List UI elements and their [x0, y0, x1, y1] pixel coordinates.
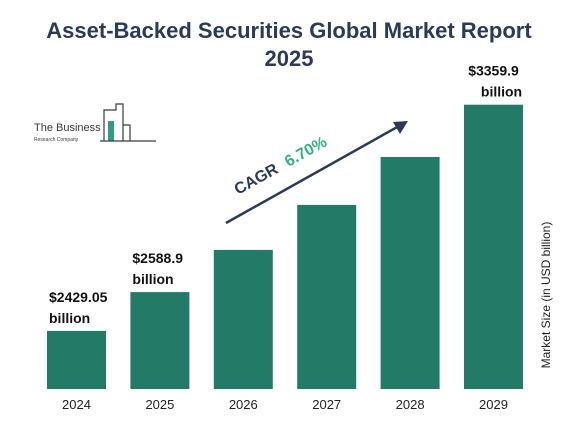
data-label-value: $2588.9	[132, 250, 183, 266]
data-label-unit: billion	[49, 310, 90, 326]
bar-2027	[297, 204, 357, 389]
bars-layer	[47, 104, 523, 389]
data-label-unit: billion	[481, 84, 522, 100]
x-axis-labels: 2024 2025 2026 2027 2028 2029	[62, 397, 508, 412]
data-label-2024: $2429.05 billion	[49, 289, 108, 326]
bar-2025	[130, 292, 190, 389]
bar-2026	[213, 249, 273, 389]
data-label-2025: $2588.9 billion	[132, 250, 183, 287]
bar-2024	[47, 330, 106, 389]
chart-title-line-1: Asset-Backed Securities Global Market Re…	[46, 18, 532, 43]
x-tick-label-2024: 2024	[62, 397, 91, 412]
data-labels-layer: $2429.05 billion $2588.9 billion $3359.9 bill…	[49, 63, 522, 326]
logo-text-line-2: Research Company	[34, 137, 79, 143]
x-tick-label-2026: 2026	[229, 397, 258, 412]
x-tick-label-2025: 2025	[145, 397, 174, 412]
y-axis-label: Market Size (in USD billion)	[539, 222, 553, 369]
cagr-arrow-line	[225, 124, 400, 225]
x-tick-label-2027: 2027	[312, 397, 341, 412]
cagr-value: 6.70%	[282, 134, 330, 171]
x-tick-label-2028: 2028	[396, 397, 425, 412]
data-label-value: $2429.05	[49, 289, 108, 305]
logo-bars-icon	[100, 103, 156, 142]
cagr-label: CAGR	[232, 161, 282, 199]
bar-2028	[380, 157, 440, 389]
cagr-text: CAGR 6.70%	[232, 134, 330, 199]
chart-title-line-2: 2025	[265, 46, 314, 71]
cagr-arrow-head-icon	[393, 121, 408, 134]
data-label-unit: billion	[132, 271, 173, 287]
data-label-2029: $3359.9 billion	[468, 63, 522, 100]
data-label-value: $3359.9	[468, 63, 519, 79]
bar-2029	[464, 104, 523, 389]
x-tick-label-2029: 2029	[479, 397, 508, 412]
company-logo: The Business Research Company	[34, 103, 156, 143]
logo-text-line-1: The Business	[34, 122, 101, 134]
